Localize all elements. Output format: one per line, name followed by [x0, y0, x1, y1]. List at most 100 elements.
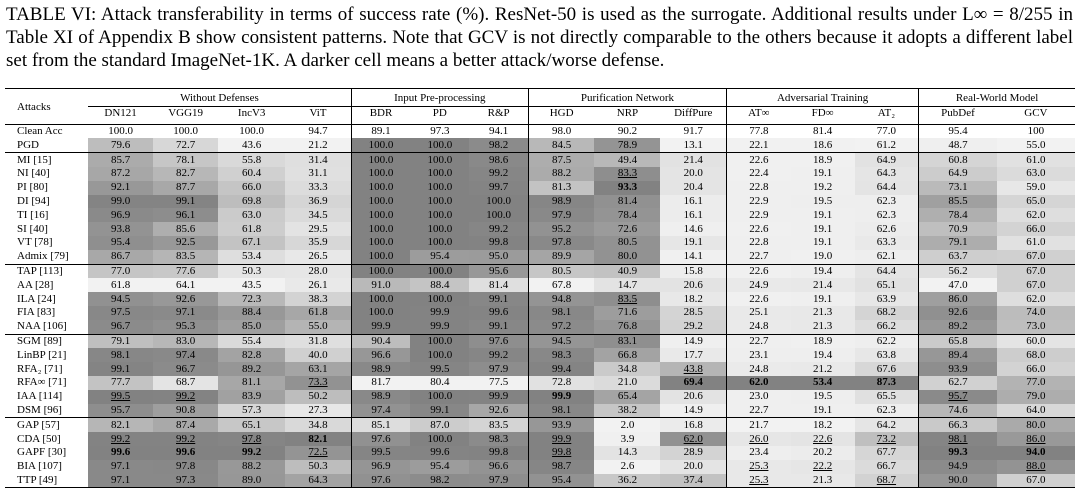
cell-value: 99.2 — [88, 432, 154, 446]
cell-value: 100.0 — [218, 123, 286, 139]
cell-value: 36.9 — [285, 194, 352, 209]
cell-value: 18.6 — [790, 138, 855, 153]
cell-value: 97.9 — [469, 362, 529, 376]
cell-value: 88.4 — [410, 278, 470, 293]
cell-value: 22.1 — [726, 138, 791, 153]
cell-value: 26.0 — [726, 432, 791, 446]
cell-value: 100.0 — [410, 208, 470, 223]
cell-value: 97.9 — [527, 208, 595, 223]
cell-value: 66.3 — [918, 417, 997, 433]
cell-value: 72.5 — [285, 445, 352, 460]
cell-value: 62.0 — [996, 208, 1075, 223]
cell-value: 74.6 — [918, 403, 997, 418]
cell-value: 99.1 — [469, 319, 529, 335]
cell-value: 38.2 — [594, 403, 661, 418]
cell-value: 31.4 — [285, 152, 352, 167]
cell-value: 97.1 — [88, 459, 154, 474]
cell-value: 22.7 — [726, 333, 791, 349]
cell-value: 83.3 — [594, 166, 661, 181]
cell-value: 19.1 — [790, 166, 855, 181]
cell-value: 100.0 — [410, 235, 470, 250]
cell-value: 28.0 — [285, 263, 352, 279]
cell-value: 99.2 — [469, 222, 529, 236]
cell-value: 3.9 — [594, 432, 661, 446]
column-label: PD — [410, 106, 470, 125]
attack-name: IAA [114] — [17, 390, 63, 403]
cell-value: 62.7 — [918, 375, 997, 390]
cell-value: 98.1 — [527, 403, 595, 418]
cell-value: 100.0 — [410, 194, 470, 209]
cell-value: 66.0 — [996, 222, 1075, 236]
cell-value: 63.0 — [218, 208, 286, 223]
cell-value: 81.4 — [469, 278, 529, 293]
cell-value: 49.4 — [594, 152, 661, 167]
cell-value: 80.5 — [594, 235, 661, 250]
cell-value: 19.1 — [790, 208, 855, 223]
cell-value: 67.1 — [218, 235, 286, 250]
cell-value: 98.1 — [918, 432, 997, 446]
cell-value: 55.0 — [996, 138, 1075, 153]
cell-value: 65.4 — [594, 389, 661, 404]
row-header: Attacks — [5, 88, 89, 125]
cell-value: 98.3 — [469, 432, 529, 446]
cell-value: 21.4 — [790, 278, 855, 293]
cell-value: 55.0 — [285, 319, 352, 335]
cell-value: 97.3 — [410, 123, 470, 139]
cell-value: 69.8 — [218, 194, 286, 209]
cell-value: 67.0 — [996, 473, 1075, 488]
table-row: GAP [57] 82.1 87.4 65.1 34.8 85.1 87.0 83.5 93.9… — [5, 417, 1075, 433]
group-label: Real-World Model — [918, 88, 1075, 107]
column-label: DN121 — [88, 106, 154, 125]
cell-value: 97.8 — [527, 235, 595, 250]
cell-value: 55.8 — [218, 152, 286, 167]
cell-value: 93.3 — [594, 180, 661, 195]
cell-value: 100.0 — [350, 249, 411, 265]
cell-value: 100.0 — [350, 263, 411, 279]
cell-value: 64.3 — [854, 166, 919, 181]
cell-value: 15.8 — [660, 263, 727, 279]
column-label: HGD — [527, 106, 595, 125]
cell-value: 87.2 — [88, 166, 154, 181]
cell-value: 77.6 — [153, 263, 219, 279]
cell-value: 24.9 — [726, 278, 791, 293]
attack-name: VT [78] — [17, 236, 53, 249]
cell-value: 96.9 — [88, 208, 154, 223]
cell-value: 98.2 — [410, 473, 470, 488]
table-row: DSM [96] 95.7 90.8 57.3 27.3 97.4 99.1 92.6 98.1… — [5, 403, 1075, 418]
cell-value: 97.8 — [153, 459, 219, 474]
cell-value: 22.9 — [726, 208, 791, 223]
cell-value: 100.0 — [469, 194, 529, 209]
results-table: Attacks Without Defenses Input Pre-process… — [5, 88, 1075, 488]
cell-value: 71.6 — [594, 305, 661, 320]
table-row: BIA [107] 97.1 97.8 88.2 50.3 96.9 95.4 96.6 98.… — [5, 459, 1075, 474]
cell-value: 99.6 — [410, 445, 470, 460]
cell-value: 85.1 — [350, 417, 411, 433]
cell-value: 79.0 — [996, 389, 1075, 404]
cell-value: 72.6 — [594, 222, 661, 236]
cell-value: 95.4 — [918, 123, 997, 139]
cell-value: 99.5 — [88, 389, 154, 404]
column-label: BDR — [350, 106, 411, 125]
cell-value: 21.2 — [790, 362, 855, 376]
attack-name: DSM [96] — [17, 403, 62, 416]
cell-value: 28.5 — [660, 305, 727, 320]
cell-value: 64.9 — [918, 166, 997, 181]
cell-value: 73.0 — [996, 319, 1075, 335]
cell-value: 37.4 — [660, 473, 727, 488]
cell-value: 100.0 — [153, 123, 219, 139]
cell-value: 99.1 — [469, 292, 529, 306]
cell-value: 97.1 — [153, 305, 219, 320]
cell-value: 62.6 — [854, 222, 919, 236]
cell-value: 85.0 — [218, 319, 286, 335]
cell-value: 64.9 — [854, 152, 919, 167]
cell-value: 23.1 — [726, 348, 791, 363]
cell-value: 18.2 — [790, 417, 855, 433]
cell-value: 57.3 — [218, 403, 286, 418]
cell-value: 34.8 — [594, 362, 661, 376]
cell-value: 19.4 — [790, 348, 855, 363]
cell-value: 99.4 — [527, 362, 595, 376]
cell-value: 99.9 — [527, 389, 595, 404]
cell-value: 77.5 — [469, 375, 529, 390]
cell-value: 73.2 — [854, 432, 919, 446]
cell-value: 28.9 — [660, 445, 727, 460]
